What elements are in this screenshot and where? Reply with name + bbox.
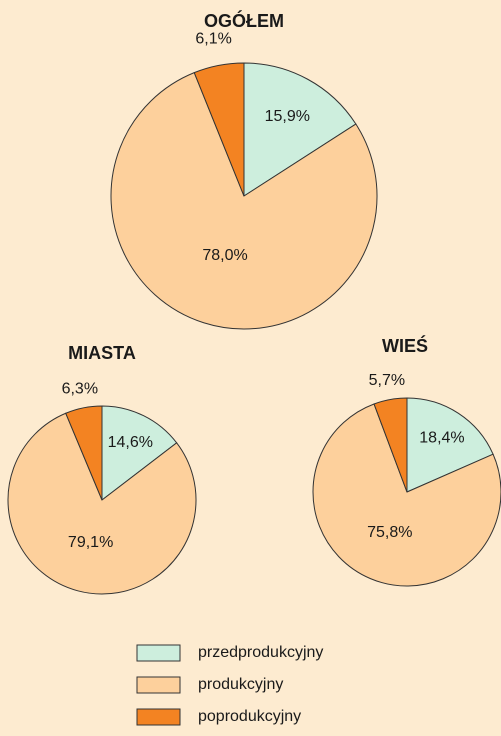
chart-title: MIASTA: [68, 343, 136, 363]
pie-slice: [312, 403, 501, 587]
value-label: 6,3%: [62, 381, 98, 398]
value-label: 18,4%: [419, 430, 464, 447]
legend-swatch: [136, 644, 181, 662]
value-label: 75,8%: [367, 524, 412, 541]
pie-slice: [243, 62, 357, 197]
pie-slice: [193, 62, 245, 197]
value-label: 5,7%: [369, 372, 405, 389]
value-label: 15,9%: [265, 108, 310, 125]
legend-label: poprodukcyjny: [198, 708, 301, 725]
value-label: 6,1%: [195, 31, 231, 48]
legend-label: produkcyjny: [198, 676, 283, 693]
value-label: 14,6%: [108, 434, 153, 451]
legend-swatch: [136, 708, 181, 726]
value-label: 79,1%: [68, 534, 113, 551]
pie-slice: [406, 397, 494, 493]
pie-slice: [7, 412, 197, 595]
legend-label: przedprodukcyjny: [198, 644, 323, 661]
pie-slice: [65, 405, 103, 501]
pie-slice: [373, 397, 408, 493]
chart-title: OGÓŁEM: [204, 10, 284, 31]
pie-slice: [101, 405, 178, 502]
legend-swatch: [136, 676, 181, 694]
value-label: 78,0%: [202, 247, 247, 264]
pie-slice: [110, 71, 378, 330]
chart-title: WIEŚ: [382, 335, 428, 356]
